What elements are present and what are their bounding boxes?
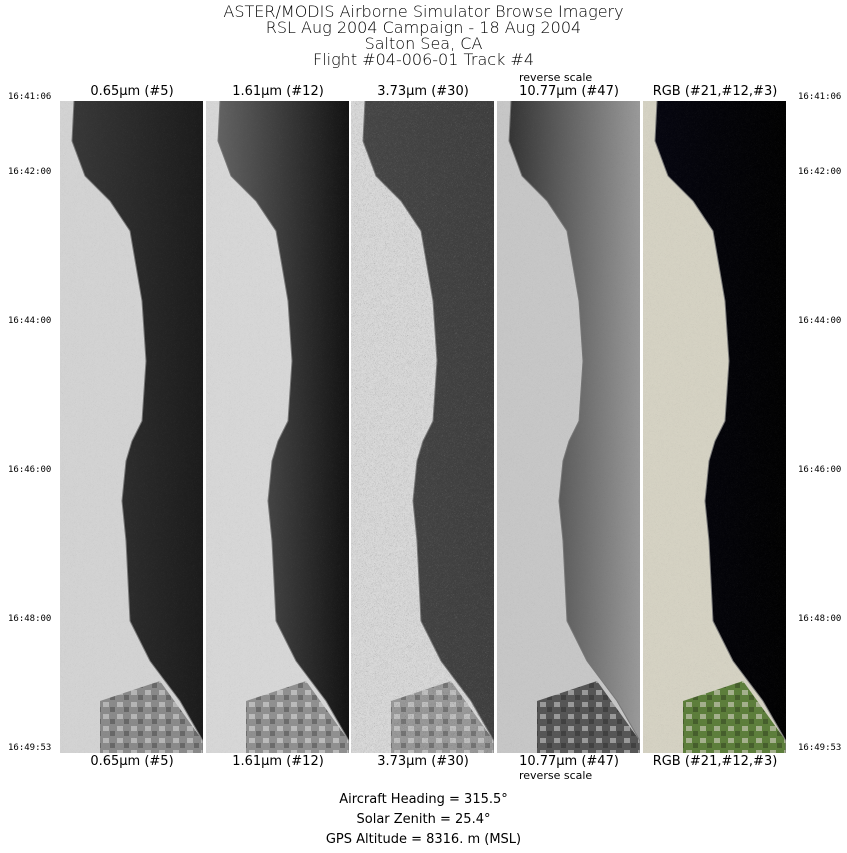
- solar-zenith: Solar Zenith = 25.4°: [356, 812, 491, 827]
- left-time-label: 16:41:06: [8, 92, 52, 102]
- panel-label-bottom: 10.77µm (#47): [519, 754, 619, 769]
- panel-label-top: 0.65µm (#5): [90, 84, 174, 99]
- left-time-label: 16:44:00: [8, 316, 52, 326]
- left-time-label: 16:42:00: [8, 167, 52, 177]
- reverse-scale-note: reverse scale: [519, 769, 593, 782]
- right-time-label: 16:44:00: [798, 316, 842, 326]
- left-time-label: 16:48:00: [8, 614, 52, 624]
- panel-label-bottom: 3.73µm (#30): [377, 754, 469, 769]
- right-time-label: 16:48:00: [798, 614, 842, 624]
- title-line-2: RSL Aug 2004 Campaign - 18 Aug 2004: [265, 18, 582, 37]
- panel-label-top: 1.61µm (#12): [232, 84, 324, 99]
- reverse-scale-note: reverse scale: [519, 71, 593, 84]
- panel-label-bottom: 1.61µm (#12): [232, 754, 324, 769]
- image-panel: [60, 101, 203, 753]
- right-time-label: 16:49:53: [798, 743, 842, 753]
- panel-label-bottom: 0.65µm (#5): [90, 754, 174, 769]
- image-panel: [206, 101, 349, 753]
- right-time-label: 16:41:06: [798, 92, 842, 102]
- title-line-3: Salton Sea, CA: [364, 34, 483, 53]
- image-panel: [497, 101, 640, 753]
- right-time-label: 16:42:00: [798, 167, 842, 177]
- noise-texture: [60, 101, 203, 753]
- title-line-4: Flight #04-006-01 Track #4: [312, 50, 535, 69]
- left-time-label: 16:49:53: [8, 743, 52, 753]
- panel-label-bottom: RGB (#21,#12,#3): [652, 754, 778, 769]
- title-line-1: ASTER/MODIS Airborne Simulator Browse Im…: [223, 2, 624, 21]
- gps-altitude: GPS Altitude = 8316. m (MSL): [325, 832, 522, 847]
- noise-texture: [497, 101, 640, 753]
- aircraft-heading: Aircraft Heading = 315.5°: [339, 792, 508, 807]
- right-time-label: 16:46:00: [798, 465, 842, 475]
- noise-texture: [643, 101, 786, 753]
- image-panel: [643, 101, 786, 753]
- image-panel: [351, 101, 494, 753]
- left-time-label: 16:46:00: [8, 465, 52, 475]
- noise-texture: [351, 101, 494, 753]
- panel-label-top: RGB (#21,#12,#3): [652, 84, 778, 99]
- noise-texture: [206, 101, 349, 753]
- panel-label-top: 10.77µm (#47): [519, 84, 619, 99]
- panel-label-top: 3.73µm (#30): [377, 84, 469, 99]
